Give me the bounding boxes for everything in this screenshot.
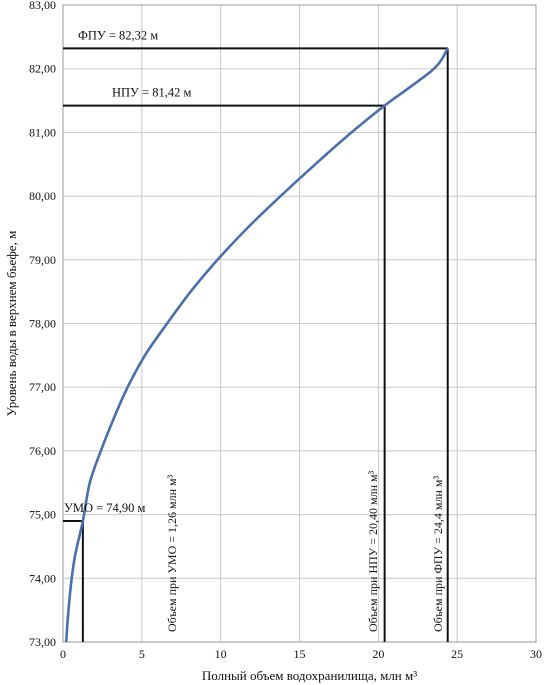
y-tick-label: 80,00 <box>29 189 56 203</box>
y-tick-label: 83,00 <box>29 0 56 12</box>
y-tick-label: 73,00 <box>29 635 56 649</box>
y-tick-label: 79,00 <box>29 253 56 267</box>
y-tick-label: 76,00 <box>29 444 56 458</box>
x-tick-label: 5 <box>139 647 145 661</box>
volume-umo-label: Объем при УМО = 1,26 млн м³ <box>165 474 179 632</box>
x-tick-label: 15 <box>294 647 306 661</box>
x-tick-label: 20 <box>372 647 384 661</box>
volume-fpu-label: Объем при ФПУ = 24,4 млн м³ <box>431 476 445 632</box>
x-tick-labels: 0 5 10 15 20 25 30 <box>60 647 542 661</box>
y-tick-label: 81,00 <box>29 125 56 139</box>
x-tick-label: 30 <box>530 647 542 661</box>
y-tick-label: 75,00 <box>29 508 56 522</box>
y-axis-title: Уровень воды в верхнем бьефе, м <box>4 231 19 417</box>
x-tick-label: 0 <box>60 647 66 661</box>
volume-npu-label: Объем при НПУ = 20,40 млн м³ <box>366 470 380 632</box>
x-axis-title: Полный объем водохранилища, млн м³ <box>202 668 417 683</box>
fpu-label: ФПУ = 82,32 м <box>78 28 158 42</box>
x-tick-label: 25 <box>451 647 463 661</box>
plot-frame <box>62 4 537 643</box>
npu-label: НПУ = 81,42 м <box>112 86 191 100</box>
y-tick-label: 77,00 <box>29 380 56 394</box>
umo-label: УМО = 74,90 м <box>64 501 146 515</box>
volume-level-curve <box>64 47 449 643</box>
y-tick-label: 74,00 <box>29 571 56 585</box>
reference-lines <box>63 47 449 642</box>
grid <box>62 4 537 643</box>
x-tick-label: 10 <box>215 647 227 661</box>
y-tick-label: 78,00 <box>29 317 56 331</box>
y-tick-label: 82,00 <box>29 62 56 76</box>
y-tick-labels: 73,00 74,00 75,00 76,00 77,00 78,00 79,00 80,00… <box>29 0 56 649</box>
